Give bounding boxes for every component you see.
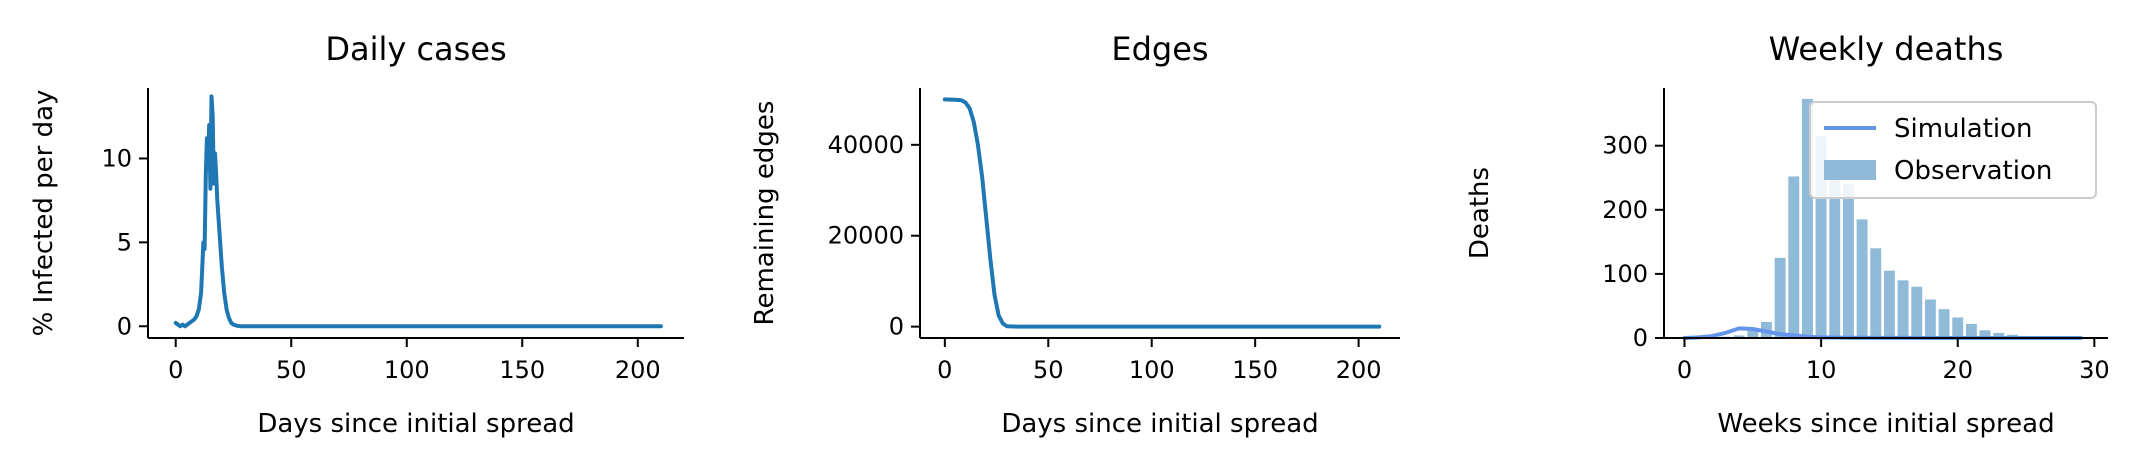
x-tick-label: 50: [276, 356, 307, 384]
legend-swatch-bar: [1824, 160, 1876, 180]
y-tick-label: 200: [1602, 196, 1648, 224]
y-tick-label: 40000: [828, 131, 904, 159]
x-tick-label: 150: [1232, 356, 1278, 384]
x-tick-label: 30: [2079, 356, 2110, 384]
x-tick-label: 200: [615, 356, 661, 384]
x-tick-label: 100: [1129, 356, 1175, 384]
bar: [1842, 184, 1854, 338]
bar: [1938, 309, 1950, 338]
legend-label: Observation: [1894, 156, 2052, 186]
y-tick-label: 5: [117, 228, 132, 256]
y-tick-label: 100: [1602, 260, 1648, 288]
bar: [1952, 317, 1964, 338]
chart-title: Daily cases: [325, 30, 506, 68]
series-line: [173, 94, 663, 329]
bar: [1747, 328, 1759, 338]
bar: [1993, 332, 2005, 338]
bar: [1911, 286, 1923, 338]
y-axis-label: Remaining edges: [750, 101, 780, 326]
x-tick-label: 0: [168, 356, 183, 384]
bar: [1774, 257, 1786, 338]
bar: [1788, 176, 1800, 338]
x-tick-label: 0: [937, 356, 952, 384]
bar: [1979, 330, 1991, 338]
x-tick-label: 150: [499, 356, 545, 384]
bar: [1870, 248, 1882, 338]
series-line: [942, 97, 1382, 329]
x-axis-label: Days since initial spread: [257, 409, 574, 439]
x-tick-label: 100: [384, 356, 430, 384]
bar: [1924, 299, 1936, 338]
y-axis-label: Deaths: [1465, 167, 1495, 259]
chart-daily-cases: 0 50 100 150 200 0 5 10 Daily cases Days since in…: [29, 30, 684, 439]
chart-title: Edges: [1111, 30, 1208, 68]
y-tick-label: 0: [1633, 324, 1648, 352]
y-tick-label: 0: [889, 313, 904, 341]
bar: [1801, 98, 1813, 339]
y-tick-label: 20000: [828, 222, 904, 250]
bar: [1883, 270, 1895, 338]
chart-edges: 0 50 100 150 200 0 20000 40000 Edges Days since i…: [750, 30, 1400, 439]
y-tick-label: 0: [117, 312, 132, 340]
legend: Simulation Observation: [1809, 101, 2097, 199]
bar: [1897, 280, 1909, 338]
bar: [1733, 335, 1745, 338]
chart-title: Weekly deaths: [1769, 30, 2004, 68]
y-tick-label: 300: [1602, 132, 1648, 160]
x-axis-label: Days since initial spread: [1001, 409, 1318, 439]
bar: [1856, 219, 1868, 338]
bar: [1829, 168, 1841, 338]
legend-frame: [1809, 101, 2097, 199]
legend-label: Simulation: [1894, 114, 2033, 144]
bar: [1965, 323, 1977, 338]
y-axis-label: % Infected per day: [29, 90, 59, 337]
x-axis-label: Weeks since initial spread: [1717, 409, 2054, 439]
x-tick-label: 20: [1942, 356, 1973, 384]
x-tick-label: 50: [1033, 356, 1064, 384]
y-tick-label: 10: [101, 144, 132, 172]
x-tick-label: 10: [1806, 356, 1837, 384]
x-tick-label: 200: [1336, 356, 1382, 384]
x-tick-label: 0: [1677, 356, 1692, 384]
bar: [1815, 136, 1827, 338]
